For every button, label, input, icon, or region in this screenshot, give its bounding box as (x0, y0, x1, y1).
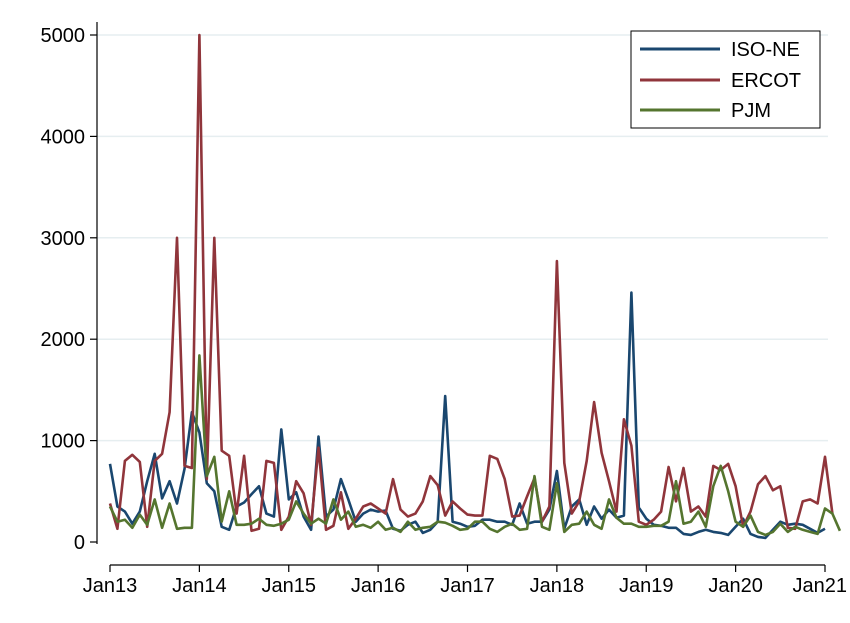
legend-label-ercot: ERCOT (731, 70, 801, 92)
series-lines (108, 33, 842, 540)
x-tick-label-jan20: Jan20 (708, 575, 763, 597)
series-line-ercot (108, 33, 834, 533)
x-tick-label-jan17: Jan17 (440, 575, 495, 597)
x-tick-label-jan13: Jan13 (83, 575, 138, 597)
x-tick-label-jan16: Jan16 (351, 575, 406, 597)
y-tick-label-0: 0 (74, 532, 85, 554)
x-tick-label-jan14: Jan14 (172, 575, 227, 597)
legend-label-pjm: PJM (731, 100, 771, 122)
series-line-iso-ne (108, 291, 826, 540)
axes: 0 1000 2000 3000 4000 5000 Jan13 Jan14 Jan15 Jan1… (41, 22, 848, 597)
x-tick-label-jan21: Jan21 (793, 575, 848, 597)
y-tick-label-4000: 4000 (41, 126, 86, 148)
x-tick-label-jan19: Jan19 (619, 575, 674, 597)
x-tick-label-jan15: Jan15 (262, 575, 317, 597)
y-tick-label-5000: 5000 (41, 25, 86, 47)
legend-label-iso-ne: ISO-NE (731, 39, 800, 61)
legend: ISO-NE ERCOT PJM (630, 30, 821, 129)
y-tick-label-1000: 1000 (41, 431, 86, 453)
y-tick-label-3000: 3000 (41, 228, 86, 250)
x-tick-label-jan18: Jan18 (530, 575, 585, 597)
series-line-pjm (108, 354, 842, 537)
y-tick-label-2000: 2000 (41, 329, 86, 351)
